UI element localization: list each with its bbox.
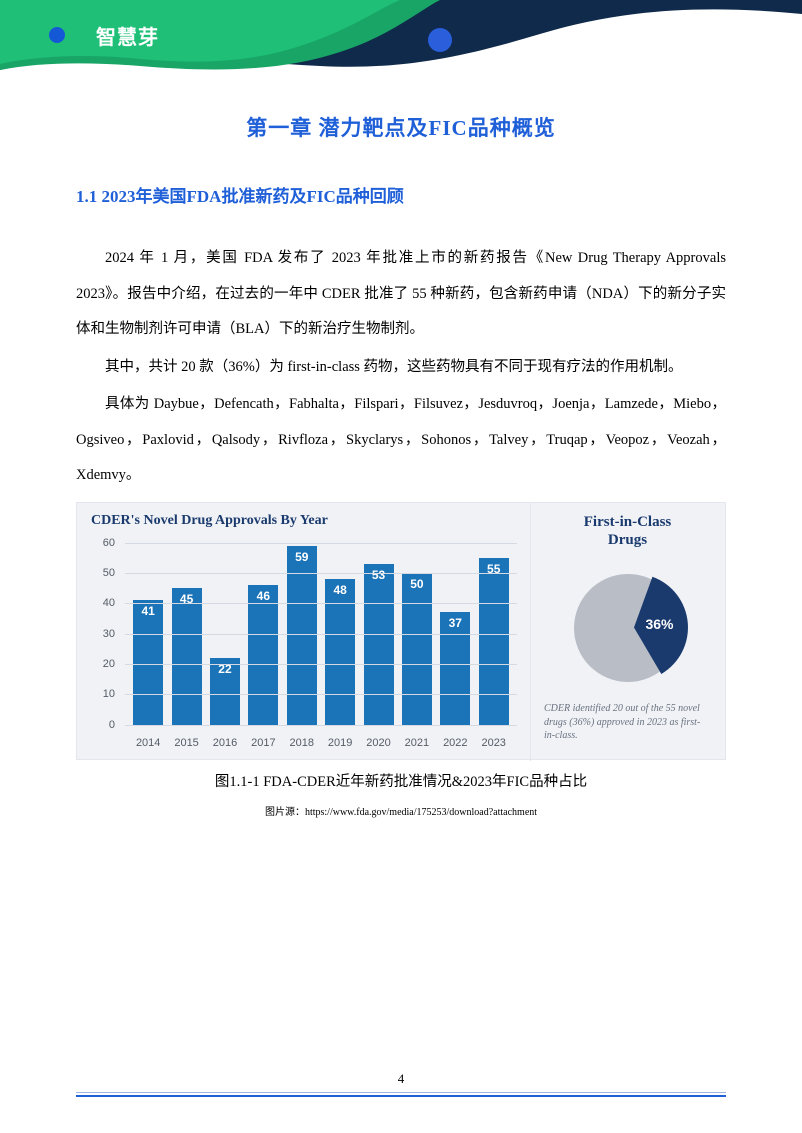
y-tick: 30 — [103, 628, 115, 640]
figure-chart-block: CDER's Novel Drug Approvals By Year 0 10 2… — [76, 502, 726, 760]
grid-line — [125, 694, 517, 695]
bar-chart-y-axis: 0102030405060 — [97, 537, 119, 725]
bar: 45 — [172, 588, 202, 724]
pie-caption: CDER identified 20 out of the 55 novel d… — [544, 702, 711, 743]
page-header: 智慧芽 — [0, 0, 802, 84]
y-tick: 20 — [103, 658, 115, 670]
bar-value-label: 53 — [364, 568, 394, 582]
bar-chart-x-axis: 2014 2015 2016 2017 2018 2019 2020 2021 2022 2023 — [125, 737, 517, 749]
footer-rule — [76, 1095, 726, 1097]
bar-value-label: 37 — [440, 616, 470, 630]
figure-caption: 图1.1-1 FDA-CDER近年新药批准情况&2023年FIC品种占比 — [76, 770, 726, 791]
x-tick: 2021 — [402, 737, 432, 749]
y-tick: 10 — [103, 688, 115, 700]
pie-chart: 36% — [564, 564, 692, 692]
pie-title-line1: First-in-Class — [584, 514, 672, 530]
x-tick: 2016 — [210, 737, 240, 749]
brand-logo-mark — [28, 20, 86, 50]
bar-series: 41 4522 46 59 48 53 50 37 55 — [125, 537, 517, 725]
grid-line — [125, 634, 517, 635]
bar: 37 — [440, 612, 470, 724]
x-tick: 2019 — [325, 737, 355, 749]
figure-source: 图片源：https://www.fda.gov/media/175253/dow… — [76, 803, 726, 818]
figure-source-url: https://www.fda.gov/media/175253/downloa… — [305, 807, 537, 818]
pie-chart-panel: First-in-Class Drugs 36% CDER identified… — [530, 503, 725, 761]
header-accent-dot — [428, 28, 452, 52]
y-tick: 60 — [103, 537, 115, 549]
grid-line — [125, 603, 517, 604]
pie-title-line2: Drugs — [608, 532, 647, 548]
bar-value-label: 59 — [287, 550, 317, 564]
x-tick: 2018 — [287, 737, 317, 749]
bar-value-label: 50 — [402, 577, 432, 591]
x-tick: 2022 — [440, 737, 470, 749]
bar-value-label: 48 — [325, 583, 355, 597]
bar-chart-title: CDER's Novel Drug Approvals By Year — [91, 513, 328, 529]
x-tick: 2023 — [479, 737, 509, 749]
paragraph-3: 具体为 Daybue，Defencath，Fabhalta，Filspari，F… — [76, 387, 726, 494]
page-content: 第一章 潜力靶点及FIC品种概览 1.1 2023年美国FDA批准新药及FIC品… — [0, 84, 802, 818]
paragraph-1: 2024 年 1 月，美国 FDA 发布了 2023 年批准上市的新药报告《Ne… — [76, 241, 726, 348]
bar-chart-plot-area: 41 4522 46 59 48 53 50 37 55 — [125, 537, 517, 725]
pie-percent-label: 36% — [645, 616, 673, 632]
chapter-title: 第一章 潜力靶点及FIC品种概览 — [76, 112, 726, 142]
bar: 55 — [479, 558, 509, 725]
bar: 53 — [364, 564, 394, 725]
grid-line — [125, 664, 517, 665]
section-title: 1.1 2023年美国FDA批准新药及FIC品种回顾 — [76, 182, 726, 207]
y-tick: 40 — [103, 597, 115, 609]
bar: 22 — [210, 658, 240, 725]
bar: 48 — [325, 579, 355, 725]
bar-chart-panel: CDER's Novel Drug Approvals By Year 0 10 2… — [77, 503, 531, 761]
page-number: 4 — [0, 1071, 802, 1087]
bar-value-label: 41 — [133, 604, 163, 618]
x-tick: 2017 — [248, 737, 278, 749]
body-text: 2024 年 1 月，美国 FDA 发布了 2023 年批准上市的新药报告《Ne… — [76, 241, 726, 494]
figure-source-prefix: 图片源： — [265, 807, 305, 818]
y-tick: 50 — [103, 567, 115, 579]
bar: 46 — [248, 585, 278, 724]
grid-line — [125, 543, 517, 544]
x-tick: 2014 — [133, 737, 163, 749]
brand-logo: 智慧芽 — [28, 20, 159, 50]
grid-line — [125, 725, 517, 726]
x-tick: 2015 — [172, 737, 202, 749]
paragraph-2: 其中，共计 20 款（36%）为 first-in-class 药物，这些药物具… — [76, 350, 726, 386]
bar: 41 — [133, 600, 163, 724]
y-tick: 0 — [109, 719, 115, 731]
x-tick: 2020 — [364, 737, 394, 749]
pie-chart-title: First-in-Class Drugs — [530, 513, 725, 551]
brand-name: 智慧芽 — [96, 21, 159, 50]
bar: 50 — [402, 573, 432, 725]
grid-line — [125, 573, 517, 574]
bar-value-label: 46 — [248, 589, 278, 603]
